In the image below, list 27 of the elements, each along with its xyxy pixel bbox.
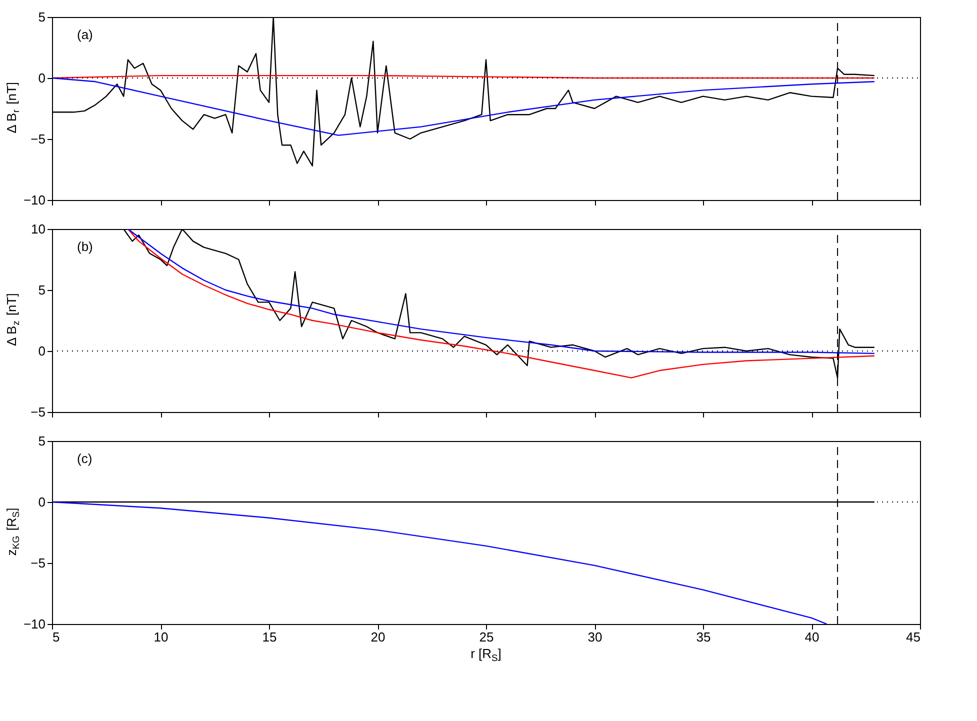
y-tick-label: −10 <box>23 192 46 208</box>
x-tick-label: 20 <box>370 630 386 644</box>
y-tick-label: −5 <box>30 132 46 146</box>
y-tick-label: 5 <box>38 10 46 24</box>
y-tick-label: −5 <box>30 404 46 420</box>
annotation: (b) <box>77 239 93 254</box>
x-tick-label: 10 <box>154 630 168 644</box>
x-tick-label: 40 <box>804 630 820 644</box>
y-tick-label: 0 <box>38 494 46 510</box>
y-tick-label: 0 <box>38 70 46 86</box>
y-tick-label: 0 <box>38 344 46 358</box>
y-tick-label: 5 <box>38 434 46 448</box>
y-tick-label: 5 <box>38 282 46 298</box>
y-tick-label: −5 <box>30 556 46 570</box>
y-tick-label: 10 <box>31 222 46 236</box>
x-tick-label: 5 <box>52 630 60 644</box>
annotation: (a) <box>77 27 93 42</box>
x-tick-label: 25 <box>479 630 494 644</box>
annotation: (c) <box>77 451 92 466</box>
x-tick-label: 45 <box>906 630 920 644</box>
y-axis-title: zKG [RS] <box>4 508 21 556</box>
x-tick-label: 15 <box>262 630 277 644</box>
y-axis-title: Δ Bz [nT] <box>4 293 21 346</box>
x-tick-label: 35 <box>696 630 711 644</box>
y-axis-title: Δ Br [nT] <box>4 82 21 134</box>
y-tick-label: −10 <box>23 616 46 632</box>
x-tick-label: 30 <box>588 630 602 644</box>
